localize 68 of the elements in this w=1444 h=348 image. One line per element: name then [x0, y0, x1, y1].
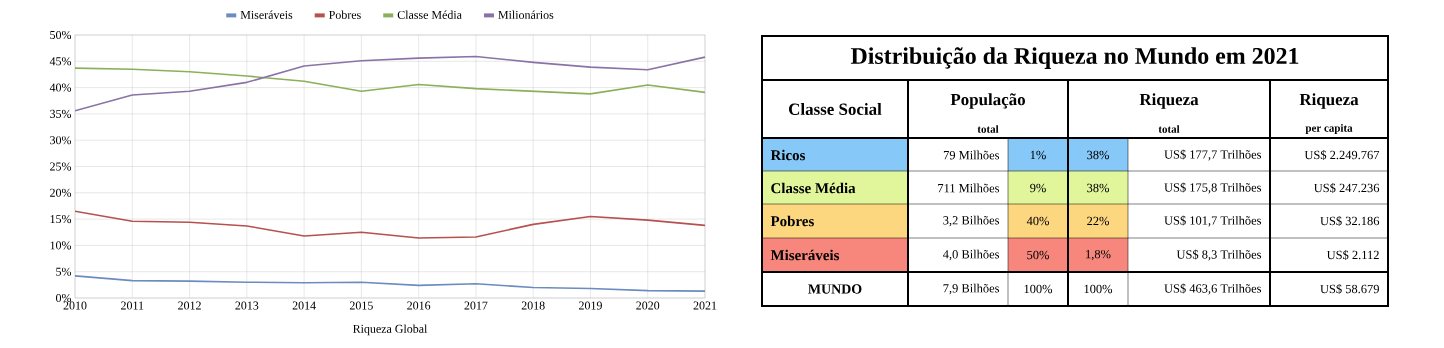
x-tick-label: 2011: [121, 301, 144, 310]
x-tick-label: 2015: [349, 301, 373, 310]
text: 711 Milhões: [938, 183, 1000, 193]
x-tick-label: 2014: [292, 301, 316, 310]
y-tick-label: 25%: [50, 162, 72, 171]
text: 3,2 Bilhões: [943, 215, 1000, 227]
text: US$ 177,7 Trilhões: [1164, 149, 1262, 161]
x-tick-label: 2010: [63, 301, 87, 310]
y-tick-label: 5%: [56, 267, 72, 276]
x-tick-label: 2017: [464, 301, 488, 310]
text: 38%: [1087, 150, 1109, 160]
text: 100%: [1024, 284, 1053, 294]
text: per capita: [1305, 124, 1353, 134]
line-series: [75, 55, 706, 112]
text: 38%: [1087, 183, 1109, 193]
text: 100%: [1084, 284, 1113, 294]
line-series: [75, 210, 706, 239]
line-series: [75, 275, 706, 292]
y-tick-label: 40%: [49, 83, 72, 92]
text: total: [1158, 125, 1180, 133]
text: Ricos: [770, 149, 806, 161]
text: 1,8%: [1086, 249, 1111, 261]
text: US$ 2.112: [1326, 250, 1379, 260]
legend-label: Pobres: [329, 10, 361, 19]
text: 79 Milhões: [943, 150, 1000, 160]
x-tick-label: 2021: [693, 301, 717, 310]
text: US$ 32.186: [1320, 216, 1380, 226]
y-tick-label: 20%: [50, 188, 72, 197]
text: 50%: [1027, 250, 1049, 260]
text: US$ 2.249.767: [1304, 150, 1380, 160]
y-tick-label: 45%: [49, 57, 72, 66]
text: 22%: [1087, 216, 1109, 226]
text: MUNDO: [808, 284, 862, 294]
text: 7,9 Bilhões: [943, 283, 1000, 295]
x-tick-label: 2012: [178, 301, 201, 310]
text: total: [977, 125, 999, 133]
legend-label: Classe Média: [397, 10, 462, 19]
text: Pobres: [770, 215, 814, 227]
x-tick-label: 2013: [235, 301, 259, 310]
text: US$ 101,7 Trilhões: [1164, 215, 1262, 227]
text: Riqueza: [1299, 93, 1359, 109]
text: 40%: [1026, 216, 1049, 226]
y-tick-label: 50%: [50, 30, 72, 40]
text: População: [950, 93, 1025, 109]
legend-label: Miseráveis: [240, 10, 293, 19]
text: US$ 8,3 Trilhões: [1176, 249, 1262, 261]
x-tick-label: 2019: [579, 301, 602, 310]
text: 9%: [1030, 183, 1046, 193]
x-tick-label: 2020: [636, 301, 660, 310]
x-tick-label: 2018: [521, 301, 545, 310]
text: Classe Média: [771, 182, 856, 194]
text: US$ 463,6 Trilhões: [1164, 283, 1262, 295]
text: US$ 247.236: [1314, 183, 1380, 193]
y-tick-label: 15%: [50, 215, 72, 224]
legend-label: Milionários: [498, 10, 554, 19]
text: Riqueza: [1139, 93, 1199, 109]
x-tick-label: 2016: [407, 301, 431, 310]
text: US$ 175,8 Trilhões: [1164, 182, 1262, 194]
text: 1%: [1030, 150, 1046, 160]
x-axis-title: Riqueza Global: [353, 324, 428, 336]
text: Miseráveis: [770, 249, 840, 261]
text: Classe Social: [789, 103, 882, 115]
text: 4,0 Bilhões: [943, 249, 1000, 261]
y-tick-label: 35%: [50, 109, 72, 118]
text: US$ 58.679: [1320, 284, 1379, 294]
y-tick-label: 30%: [50, 136, 72, 145]
text: Distribuição da Riqueza no Mundo em 2021: [850, 47, 1299, 69]
y-tick-label: 10%: [50, 241, 72, 250]
